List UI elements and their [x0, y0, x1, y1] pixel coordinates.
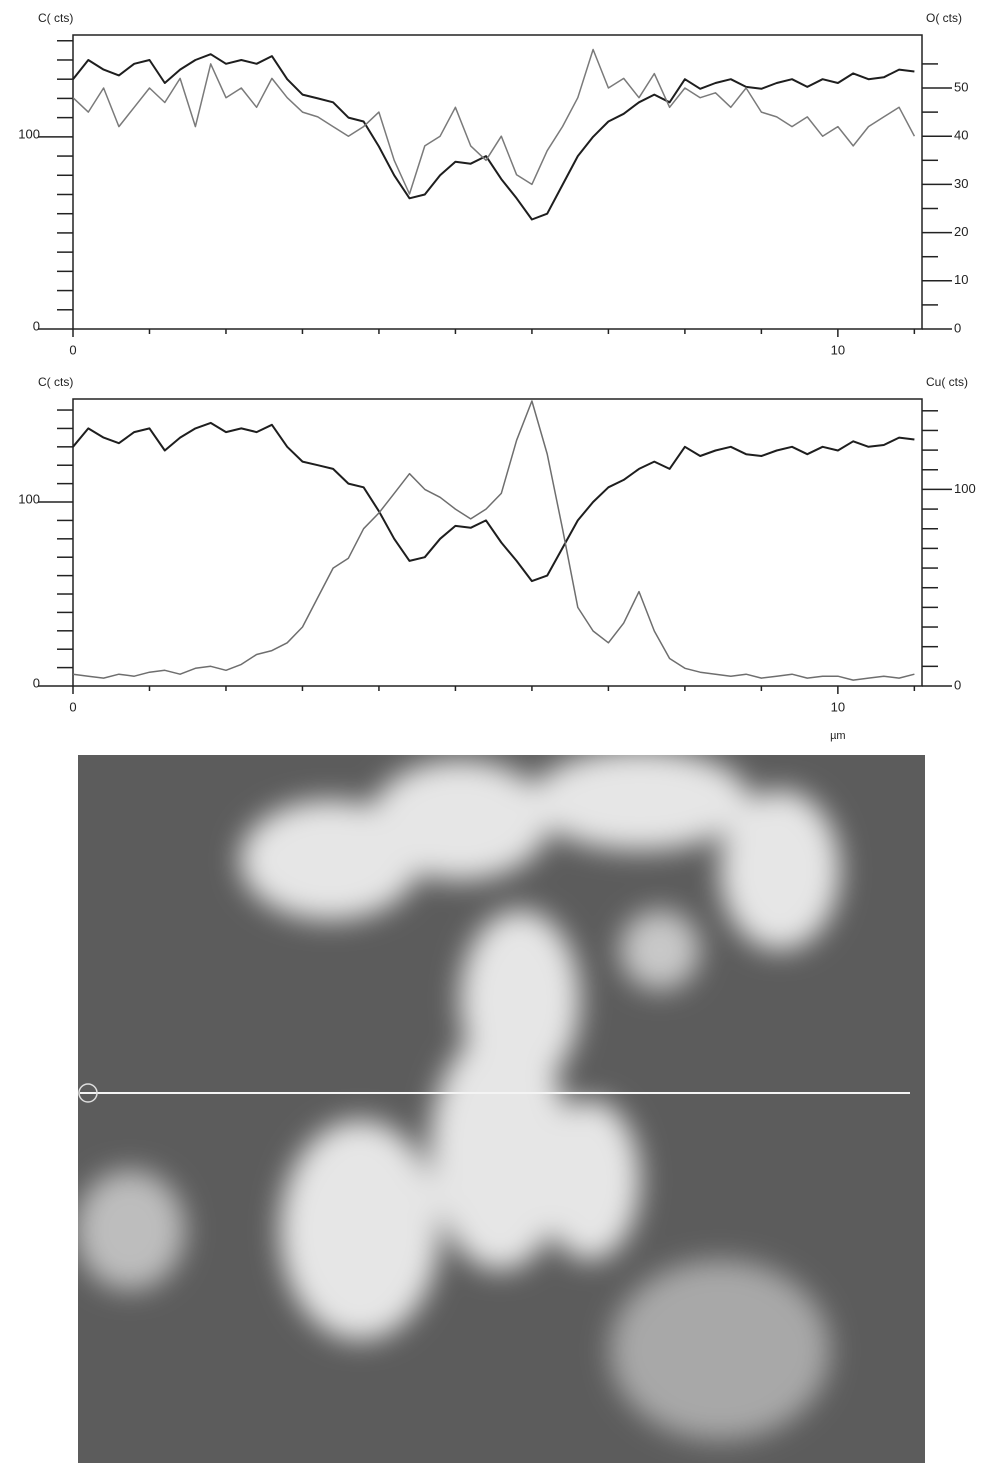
x-tick-label: 10 — [831, 342, 845, 357]
data-line — [72, 421, 915, 583]
data-line — [72, 48, 916, 195]
y-axis-label: C( cts) — [38, 375, 73, 389]
x-tick-label: 0 — [69, 342, 76, 357]
y2-axis-label: O( cts) — [926, 11, 962, 25]
y2-tick-label: 100 — [954, 481, 976, 496]
x-tick-label: 0 — [69, 699, 76, 714]
y2-tick-label: 0 — [954, 320, 961, 335]
y-tick-label: 0 — [33, 675, 40, 690]
y2-tick-label: 40 — [954, 128, 968, 143]
y-tick-label: 100 — [18, 491, 40, 506]
y-tick-label: 100 — [18, 126, 40, 141]
x-axis-label: µm — [830, 730, 846, 742]
y-tick-label: 0 — [33, 318, 40, 333]
y-axis-label: C( cts) — [38, 11, 73, 25]
y2-tick-label: 0 — [954, 677, 961, 692]
plot-frame — [72, 34, 923, 330]
y2-tick-label: 20 — [954, 224, 968, 239]
x-tick-label: 10 — [831, 699, 845, 714]
y2-axis-label: Cu( cts) — [926, 375, 968, 389]
plot-frame — [72, 398, 923, 687]
micrograph — [78, 755, 925, 1463]
y2-tick-label: 10 — [954, 272, 968, 287]
y2-tick-label: 50 — [954, 79, 968, 94]
y2-tick-label: 30 — [954, 176, 968, 191]
data-line — [72, 53, 915, 221]
data-line — [72, 400, 915, 681]
